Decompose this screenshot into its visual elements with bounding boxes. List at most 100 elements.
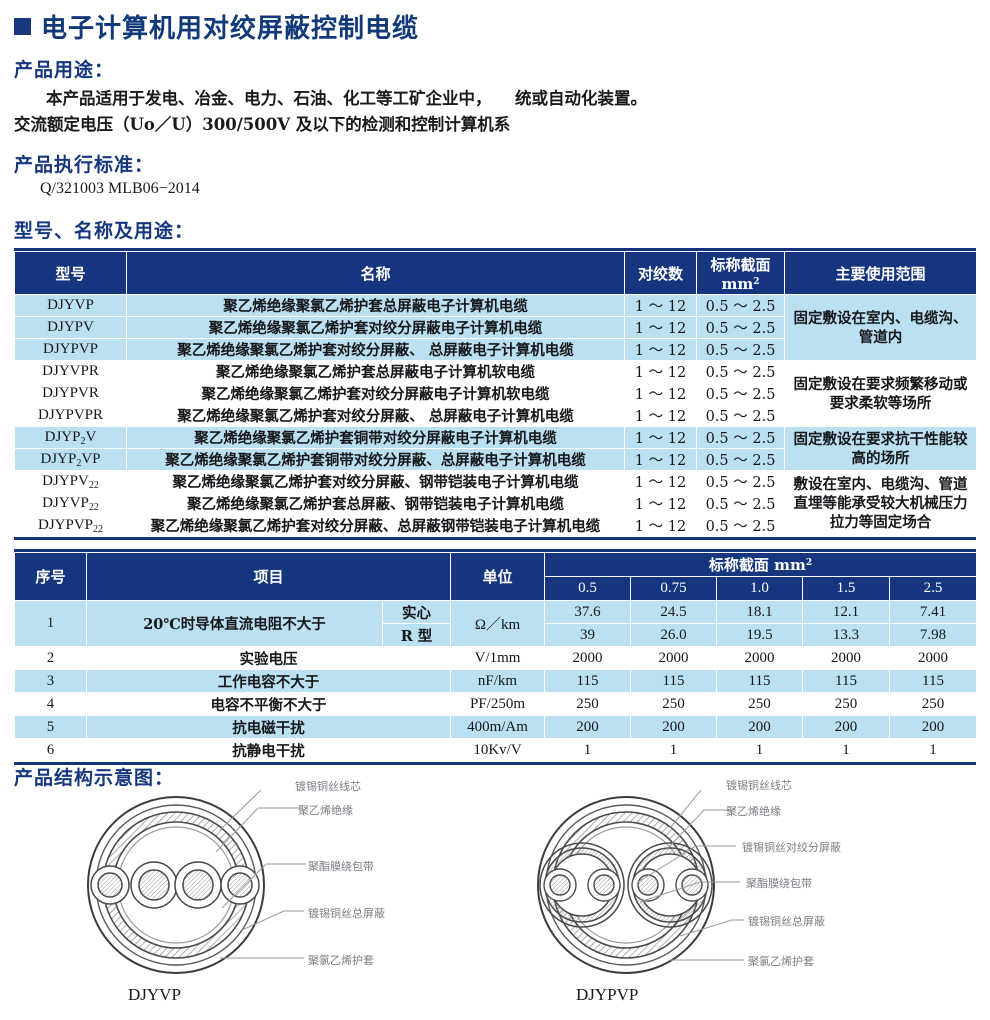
cell-section: 0.5 ～ 2.5 (696, 294, 785, 317)
col-header-item: 项目 (85, 552, 452, 601)
diagram2-label-2: 镀锡铜丝对绞分屏蔽 (742, 841, 841, 854)
cell-value: 250 (716, 692, 804, 716)
cell-value: 250 (889, 692, 978, 716)
cell-subitem: R 型 (381, 623, 452, 647)
cell-pairs: 1 ～ 12 (624, 470, 697, 493)
table-models-header-row: 型号 名称 对绞数 标称截面 mm2 主要使用范围 (14, 251, 977, 295)
section-heading-usage: 产品用途： (14, 59, 115, 81)
cell-value: 1 (802, 738, 891, 762)
cell-pairs: 1 ～ 12 (624, 514, 697, 537)
table-models-bottom-rule (14, 537, 976, 540)
cell-name: 聚乙烯绝缘聚氯乙烯护套铜带对绞分屏蔽电子计算机电缆 (126, 426, 625, 449)
table-row: DJYPVP22 聚乙烯绝缘聚氯乙烯护套对绞分屏蔽、总屏蔽钢带铠装电子计算机电缆 1… (14, 514, 977, 537)
cell-item: 抗静电干扰 (85, 738, 452, 762)
diagram2-caption: DJYPVP (576, 985, 639, 1004)
col-header-size-2: 1.0 (716, 576, 804, 601)
cell-value: 200 (716, 715, 804, 739)
col-header-no: 序号 (14, 552, 87, 601)
cell-unit: 400m/Am (450, 715, 546, 739)
cell-name: 聚乙烯绝缘聚氯乙烯护套总屏蔽电子计算机软电缆 (126, 360, 625, 383)
section-heading-diagram: 产品结构示意图： (14, 767, 175, 789)
table-row: DJYPVR 聚乙烯绝缘聚氯乙烯护套对绞分屏蔽电子计算机软电缆 1 ～ 12 0.5 … (14, 382, 977, 405)
usage-paragraph-line1: 本产品适用于发电、冶金、电力、石油、化工等工矿企业中， (46, 89, 492, 108)
diagram1-label-1: 聚乙烯绝缘 (298, 804, 353, 817)
cell-value: 7.41 (889, 600, 978, 624)
cell-value: 115 (630, 669, 718, 693)
table-row: DJYPV 聚乙烯绝缘聚氯乙烯护套对绞分屏蔽电子计算机电缆 1 ～ 12 0.5 ～ … (14, 316, 977, 339)
cell-no: 3 (14, 669, 87, 693)
cell-name: 聚乙烯绝缘聚氯乙烯护套总屏蔽电子计算机电缆 (126, 294, 625, 317)
cell-value: 115 (802, 669, 891, 693)
col-header-section-line1: 标称截面 (710, 255, 771, 274)
table-models-top-rule (14, 248, 976, 251)
table-row: DJYP2V 聚乙烯绝缘聚氯乙烯护套铜带对绞分屏蔽电子计算机电缆 1 ～ 12 0.5… (14, 426, 977, 471)
cell-model: DJYVP (14, 294, 127, 317)
diagram2-label-0: 镀锡铜丝线芯 (726, 779, 792, 792)
cell-model: DJYPVP22 (14, 514, 127, 537)
cell-model: DJYPVP (14, 338, 127, 361)
cell-pairs: 1 ～ 12 (624, 404, 697, 427)
col-header-section: 标称截面 mm2 (696, 251, 785, 295)
table-row: DJYP2VP 聚乙烯绝缘聚氯乙烯护套铜带对绞分屏蔽、总屏蔽电子计算机电缆 1 ～ … (14, 448, 977, 471)
usage-paragraph-line3: 统或自动化装置。 (515, 89, 647, 108)
cell-value: 1 (630, 738, 718, 762)
cell-unit: nF/km (450, 669, 546, 693)
diagram1-label-0: 镀锡铜丝线芯 (295, 780, 361, 793)
cell-name: 聚乙烯绝缘聚氯乙烯护套对绞分屏蔽、钢带铠装电子计算机电缆 (126, 470, 625, 493)
cell-name: 聚乙烯绝缘聚氯乙烯护套铜带对绞分屏蔽、总屏蔽电子计算机电缆 (126, 448, 625, 471)
table-row: 2 实验电压 V/1mm 2000 2000 2000 2000 2000 (14, 646, 978, 670)
diagram2-label-4: 镀锡铜丝总屏蔽 (748, 915, 825, 928)
cell-no: 4 (14, 692, 87, 716)
cell-name: 聚乙烯绝缘聚氯乙烯护套对绞分屏蔽电子计算机软电缆 (126, 382, 625, 405)
cell-item: 工作电容不大于 (85, 669, 452, 693)
cell-value: 1 (544, 738, 632, 762)
col-header-size-0: 0.5 (544, 576, 632, 601)
cell-pairs: 1 ～ 12 (624, 338, 697, 361)
table-row: 6 抗静电干扰 10Kv/V 1 1 1 1 1 (14, 738, 978, 762)
cell-value: 200 (544, 715, 632, 739)
diagram1-caption: DJYVP (128, 985, 181, 1004)
cell-usage: 固定敷设在室内、电缆沟、管道内 (784, 294, 977, 361)
diagram1-label-3: 镀锡铜丝总屏蔽 (308, 907, 385, 920)
table-row: DJYVPR 聚乙烯绝缘聚氯乙烯护套总屏蔽电子计算机软电缆 1 ～ 12 0.5 ～ … (14, 360, 977, 427)
standard-value: Q/321003 MLB06−2014 (40, 180, 200, 197)
cell-pairs: 1 ～ 12 (624, 316, 697, 339)
cell-item: 抗电磁干扰 (85, 715, 452, 739)
cell-model: DJYPV22 (14, 470, 127, 493)
section-heading-standard: 产品执行标准： (14, 154, 155, 176)
cell-pairs: 1 ～ 12 (624, 360, 697, 383)
bullet-square-icon (14, 18, 31, 35)
cell-value: 115 (544, 669, 632, 693)
cell-value: 18.1 (716, 600, 804, 624)
cell-value: 19.5 (716, 623, 804, 647)
diagram2-label-5: 聚氯乙烯护套 (748, 955, 814, 968)
cell-value: 12.1 (802, 600, 891, 624)
cell-name: 聚乙烯绝缘聚氯乙烯护套对绞分屏蔽电子计算机电缆 (126, 316, 625, 339)
cell-name: 聚乙烯绝缘聚氯乙烯护套对绞分屏蔽、 总屏蔽电子计算机电缆 (126, 338, 625, 361)
cell-model: DJYP2VP (14, 448, 127, 471)
cell-subitem: 实心 (381, 600, 452, 624)
cell-name: 聚乙烯绝缘聚氯乙烯护套总屏蔽、钢带铠装电子计算机电缆 (126, 492, 625, 515)
col-header-size-3: 1.5 (802, 576, 891, 601)
cell-section: 0.5 ～ 2.5 (696, 338, 785, 361)
cable-cross-section-djyvp-svg (87, 784, 306, 974)
col-header-size-4: 2.5 (889, 576, 978, 601)
cell-value: 37.6 (544, 600, 632, 624)
cell-value: 200 (630, 715, 718, 739)
cell-usage: 敷设在室内、电缆沟、管道直埋等能承受较大机械压力拉力等固定场合 (784, 470, 977, 537)
cell-section: 0.5 ～ 2.5 (696, 448, 785, 471)
table-row: DJYVP22 聚乙烯绝缘聚氯乙烯护套总屏蔽、钢带铠装电子计算机电缆 1 ～ 12 0… (14, 492, 977, 515)
table-row: DJYPV22 聚乙烯绝缘聚氯乙烯护套对绞分屏蔽、钢带铠装电子计算机电缆 1 ～ 1… (14, 470, 977, 537)
diagram1-label-4: 聚氯乙烯护套 (308, 954, 374, 967)
cell-value: 250 (544, 692, 632, 716)
table-specs-top-rule (14, 549, 976, 552)
cell-section: 0.5 ～ 2.5 (696, 316, 785, 339)
section-heading-models: 型号、名称及用途： (14, 220, 195, 242)
cell-value: 250 (630, 692, 718, 716)
cell-no: 5 (14, 715, 87, 739)
cell-section: 0.5 ～ 2.5 (696, 360, 785, 383)
cell-no: 1 (14, 600, 87, 647)
cell-value: 26.0 (630, 623, 718, 647)
table-row: DJYPVP 聚乙烯绝缘聚氯乙烯护套对绞分屏蔽、 总屏蔽电子计算机电缆 1 ～ 12… (14, 338, 977, 361)
